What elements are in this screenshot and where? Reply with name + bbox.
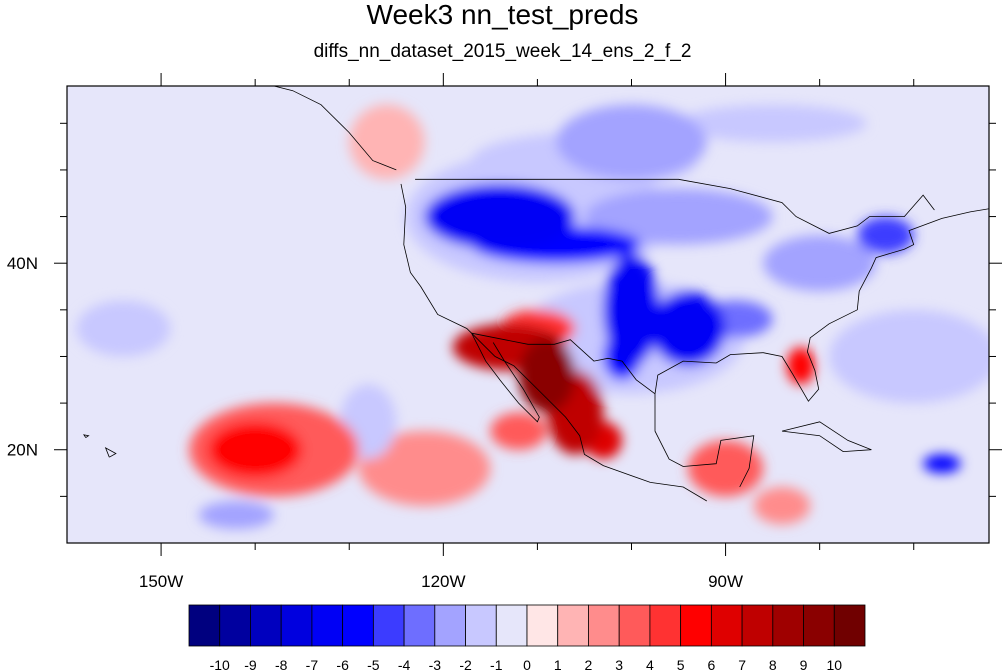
anomaly-region xyxy=(763,235,877,292)
anomaly-region xyxy=(829,309,989,404)
colorbar-label: 1 xyxy=(554,657,562,672)
colorbar-swatch xyxy=(618,604,651,647)
colorbar-label: -5 xyxy=(367,657,380,672)
anomaly-region xyxy=(923,454,961,474)
anomaly-region xyxy=(76,300,171,357)
colorbar-swatch xyxy=(741,604,774,647)
lon-tick-label: 90W xyxy=(708,572,743,591)
colorbar-label: -10 xyxy=(210,657,230,672)
colorbar-label: -4 xyxy=(398,657,411,672)
anomaly-region xyxy=(603,253,660,366)
lat-tick-label: 40N xyxy=(7,254,38,273)
colorbar-label: 8 xyxy=(769,657,777,672)
colorbar-label: 9 xyxy=(800,657,808,672)
colorbar-label: -7 xyxy=(306,657,319,672)
colorbar-swatch xyxy=(833,604,866,647)
anomaly-region xyxy=(753,487,811,525)
anomaly-region xyxy=(556,104,707,180)
lat-tick-label: 20N xyxy=(7,441,38,460)
anomaly-region xyxy=(208,421,303,478)
colorbar-swatch xyxy=(280,604,313,647)
colorbar-swatch xyxy=(526,604,559,647)
colorbar-swatch xyxy=(311,604,344,647)
coastline-path xyxy=(654,393,755,488)
coastline-path xyxy=(415,178,935,234)
colorbar-label: 6 xyxy=(707,657,715,672)
colorbar-swatch xyxy=(372,604,405,647)
colorbar-label: -9 xyxy=(244,657,257,672)
colorbar-swatch xyxy=(403,604,436,647)
coastline-path xyxy=(654,208,989,402)
colorbar-swatch xyxy=(465,604,497,647)
colorbar-swatch xyxy=(495,604,528,647)
colorbar-label: 0 xyxy=(523,657,531,672)
anomaly-region xyxy=(857,216,914,254)
colorbar-swatch xyxy=(710,604,743,647)
anomaly-region xyxy=(198,501,274,530)
colorbar-label: 5 xyxy=(677,657,685,672)
map-title: Week3 nn_test_preds xyxy=(366,0,639,30)
colorbar-label: 3 xyxy=(615,657,623,672)
colorbar-label: -2 xyxy=(459,657,472,672)
colorbar-label: -6 xyxy=(336,657,349,672)
colorbar-label: -1 xyxy=(490,657,503,672)
colorbar-swatch xyxy=(557,604,589,647)
axis-ticks: 150W 120W 90W 20N 40N xyxy=(7,73,1002,591)
coastline-path xyxy=(400,183,708,502)
anomaly-region xyxy=(349,104,425,180)
lon-tick-label: 120W xyxy=(421,572,465,591)
anomaly-region xyxy=(786,347,815,385)
anomaly-field xyxy=(76,104,989,530)
coastline-path xyxy=(781,421,872,453)
anomaly-region xyxy=(650,291,726,366)
map-subtitle: diffs_nn_dataset_2015_week_14_ens_2_f_2 xyxy=(313,41,692,62)
colorbar-label: 7 xyxy=(738,657,746,672)
colorbar-label: -8 xyxy=(275,657,288,672)
colorbar-swatch xyxy=(588,604,620,647)
colorbar-swatch xyxy=(680,604,712,647)
anomaly-region xyxy=(358,431,491,506)
anomaly-region xyxy=(687,440,764,497)
coastline-path xyxy=(104,447,117,458)
colorbar: -10 -9 -8 -7 -6 -5 -4 -3 -2 -1 0 1 2 3 4 5 6 7 8 9 10 xyxy=(188,604,866,672)
map-frame xyxy=(66,85,990,544)
colorbar-swatch xyxy=(434,604,466,647)
coastlines xyxy=(83,86,989,502)
lon-tick-label: 150W xyxy=(139,572,183,591)
anomaly-region xyxy=(518,337,576,413)
anomaly-region xyxy=(490,412,547,450)
colorbar-swatch xyxy=(803,604,835,647)
coastline-path xyxy=(471,333,540,423)
colorbar-swatch xyxy=(188,604,221,647)
coastline-path xyxy=(272,86,397,171)
anomaly-region xyxy=(678,104,867,142)
coastline-path xyxy=(471,332,656,395)
colorbar-swatch xyxy=(250,604,282,647)
map-area xyxy=(66,85,990,544)
colorbar-label: 2 xyxy=(585,657,593,672)
anomaly-region xyxy=(424,183,576,250)
colorbar-label: 4 xyxy=(646,657,654,672)
colorbar-swatch xyxy=(772,604,804,647)
colorbar-swatch xyxy=(219,604,251,647)
colorbar-swatch xyxy=(649,604,682,647)
colorbar-label: -3 xyxy=(429,657,442,672)
anomaly-region xyxy=(584,188,773,245)
coastline-path xyxy=(83,434,90,438)
colorbar-label: 10 xyxy=(826,657,842,672)
colorbar-swatch xyxy=(342,604,374,647)
